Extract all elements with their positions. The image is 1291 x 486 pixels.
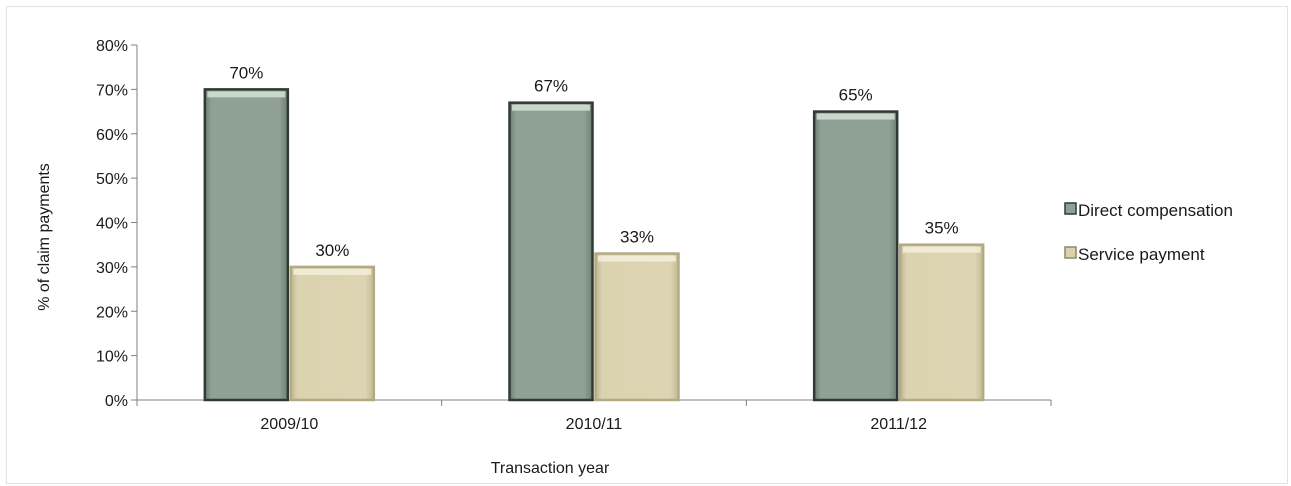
y-tick-label: 60%	[96, 127, 128, 144]
bar-bevel-highlight	[512, 104, 590, 111]
bar-service-payment	[594, 252, 680, 402]
bar-bevel-highlight	[902, 246, 981, 253]
data-label: 35%	[925, 219, 959, 238]
y-tick-label: 20%	[96, 304, 128, 321]
bar-direct-compensation	[508, 101, 594, 402]
y-tick-label: 40%	[96, 216, 128, 233]
y-tick-label: 30%	[96, 260, 128, 277]
x-axis-title: Transaction year	[491, 460, 610, 477]
data-label: 65%	[839, 86, 873, 105]
bar-service-payment	[289, 265, 376, 402]
bar-bevel-highlight	[207, 91, 286, 98]
legend-swatch-service-payment	[1064, 246, 1077, 259]
y-axis-title: % of claim payments	[36, 163, 53, 311]
bar-bevel-highlight	[598, 255, 676, 262]
data-label: 70%	[229, 63, 263, 82]
bar-chart: 0% 10% 20% 30% 40% 50% 60% 70% 80% 2009/10 2010/11…	[36, 38, 1233, 477]
data-label: 67%	[534, 77, 568, 96]
data-label: 30%	[315, 241, 349, 260]
bar-bevel-highlight	[816, 113, 895, 120]
x-tick-label: 2011/12	[870, 416, 927, 433]
chart-frame: 0% 10% 20% 30% 40% 50% 60% 70% 80% 2009/10 2010/11…	[6, 6, 1288, 484]
legend: Direct compensation Service payment	[1064, 201, 1233, 264]
y-tick-label: 0%	[105, 393, 128, 410]
bar-service-payment	[898, 243, 985, 402]
bar-direct-compensation	[812, 110, 899, 402]
y-tick-label: 50%	[96, 171, 128, 188]
x-tick-label: 2010/11	[566, 416, 623, 433]
x-tick-label: 2009/10	[260, 416, 318, 433]
bar-bevel-highlight	[293, 268, 372, 275]
legend-swatch-direct-compensation	[1064, 202, 1077, 215]
y-tick-label: 70%	[96, 82, 128, 99]
bar-direct-compensation	[203, 88, 290, 402]
y-tick-label: 10%	[96, 349, 128, 366]
data-label: 33%	[620, 228, 654, 247]
y-tick-label: 80%	[96, 38, 128, 55]
legend-label-service-payment: Service payment	[1078, 245, 1205, 264]
legend-label-direct-compensation: Direct compensation	[1078, 201, 1233, 220]
